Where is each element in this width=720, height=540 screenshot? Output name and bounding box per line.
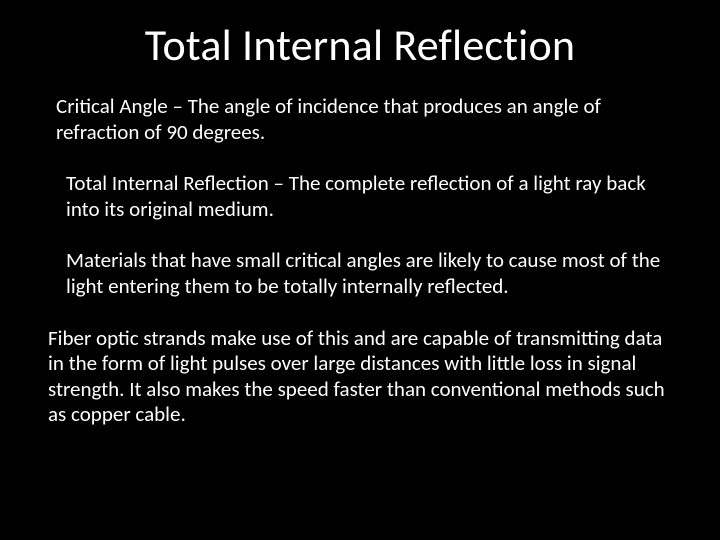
paragraph-materials: Materials that have small critical angle…: [66, 248, 664, 299]
paragraph-fiber-optic: Fiber optic strands make use of this and…: [48, 326, 666, 428]
slide: Total Internal Reflection Critical Angle…: [0, 0, 720, 540]
slide-title: Total Internal Reflection: [58, 18, 662, 72]
paragraph-critical-angle: Critical Angle – The angle of incidence …: [56, 94, 654, 145]
paragraph-total-internal-reflection: Total Internal Reflection – The complete…: [66, 171, 656, 222]
